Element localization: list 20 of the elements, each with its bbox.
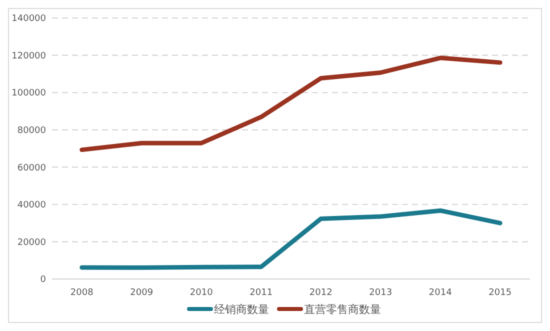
y-tick-label: 120000 bbox=[12, 51, 46, 62]
x-tick-label: 2009 bbox=[130, 288, 154, 298]
legend-label: 经销商数量 bbox=[214, 302, 269, 316]
line-series bbox=[80, 208, 502, 270]
x-tick-label: 2011 bbox=[250, 288, 273, 298]
legend-label: 直营零售商数量 bbox=[304, 302, 381, 316]
y-tick-label: 80000 bbox=[17, 126, 46, 136]
y-tick-label: 0 bbox=[40, 275, 46, 286]
x-tick-label: 2013 bbox=[369, 288, 392, 298]
x-tick-label: 2010 bbox=[190, 288, 214, 298]
y-tick-label: 40000 bbox=[17, 200, 46, 211]
x-tick-label: 2014 bbox=[428, 288, 452, 298]
x-tick-label: 2015 bbox=[488, 288, 512, 298]
y-tick-label: 140000 bbox=[12, 14, 46, 24]
y-tick-label: 60000 bbox=[17, 163, 46, 174]
y-tick-label: 100000 bbox=[12, 88, 46, 99]
y-tick-label: 20000 bbox=[17, 238, 46, 248]
x-tick-label: 2008 bbox=[70, 288, 94, 298]
x-tick-label: 2012 bbox=[309, 288, 332, 298]
line-series bbox=[80, 56, 502, 152]
